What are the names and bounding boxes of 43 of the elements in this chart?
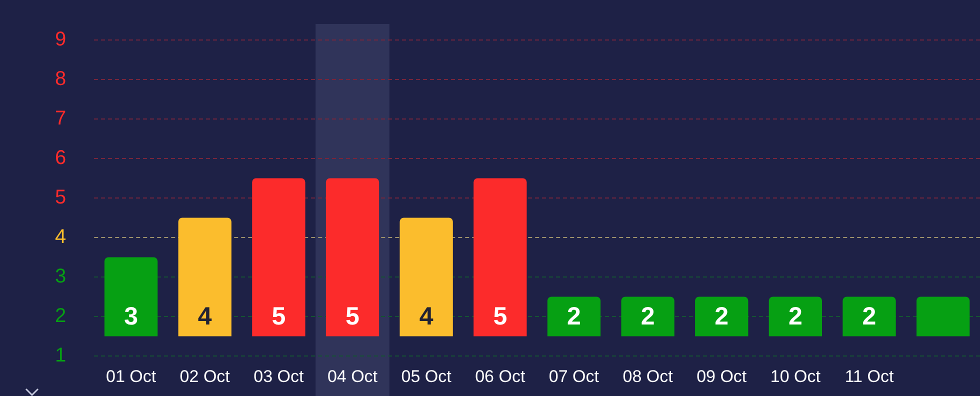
y-tick-label: 7 [55,108,66,130]
x-tick-label: 10 Oct [770,366,821,386]
x-tick-label: 07 Oct [548,366,600,386]
data-label: 5 [493,302,508,331]
y-tick-label: 2 [55,305,66,328]
y-tick-label: 6 [55,147,66,170]
y-tick-label: 9 [55,28,66,51]
bar [400,218,453,336]
bar [547,296,601,336]
data-label: 2 [714,302,729,331]
bar [621,296,674,336]
bar [474,178,527,336]
x-tick-label: 09 Oct [696,366,747,386]
bar [178,218,232,336]
data-label: 5 [272,302,286,331]
y-tick-label: 4 [55,226,66,248]
x-tick-label: 03 Oct [254,366,304,386]
data-label: 2 [862,302,876,331]
x-tick-label: 04 Oct [327,366,378,386]
bar [842,296,896,336]
data-label: 2 [567,302,581,331]
x-tick-label: 02 Oct [180,366,230,386]
data-label: 4 [419,302,434,331]
x-tick-label: 11 Oct [844,366,894,386]
bar [104,257,158,336]
x-tick-label: 01 Oct [106,366,156,386]
bar [326,178,380,336]
y-tick-label: 8 [55,68,66,90]
data-label: 3 [124,302,138,331]
y-tick-label: 1 [55,344,66,367]
bar [252,178,306,336]
x-tick-label: 08 Oct [622,366,674,386]
bar [695,296,748,336]
data-label: 4 [198,302,212,331]
bar [916,296,970,336]
data-label: 2 [640,302,655,331]
data-label: 5 [346,302,360,331]
x-tick-label: 05 Oct [401,366,452,386]
y-tick-label: 3 [55,266,66,288]
y-tick-label: 5 [55,186,66,209]
data-label: 2 [788,302,802,331]
bar [768,296,822,336]
x-tick-label: 06 Oct [475,366,526,386]
